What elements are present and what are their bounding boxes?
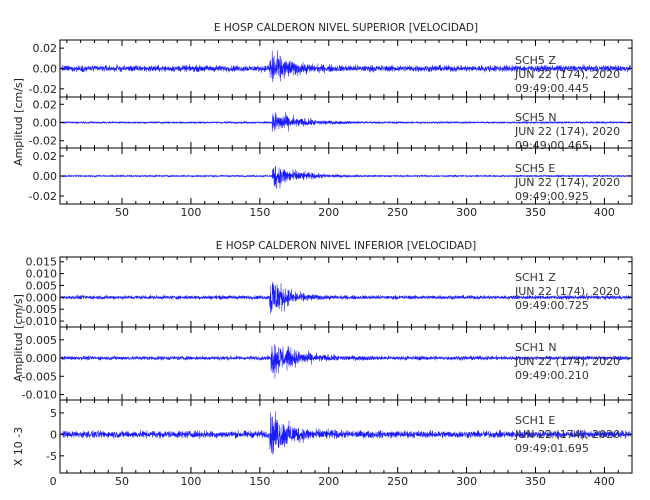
x-tick-label: 250 <box>387 475 408 488</box>
y-tick-label: -5 <box>46 450 57 463</box>
waveform-line <box>61 343 631 379</box>
x-tick-label: 50 <box>115 475 129 488</box>
record-date-label: JUN 22 (174), 2020 <box>514 355 620 368</box>
record-time-label: 09:49:01.695 <box>515 442 589 455</box>
x-tick-label: 300 <box>456 475 477 488</box>
x-tick-label: 150 <box>249 475 270 488</box>
x-tick-label: 100 <box>180 206 201 219</box>
record-time-label: 09:49:00.465 <box>515 139 589 152</box>
station-component-label: SCH5 Z <box>515 54 556 67</box>
trace-frame <box>59 399 633 474</box>
x-tick-label: 400 <box>594 475 615 488</box>
record-date-label: JUN 22 (174), 2020 <box>514 125 620 138</box>
x-tick-label: 0 <box>50 475 57 488</box>
station-component-label: SCH1 N <box>515 341 557 354</box>
x-tick-label: 400 <box>594 206 615 219</box>
station-component-label: SCH5 E <box>515 162 555 175</box>
record-date-label: JUN 22 (174), 2020 <box>514 176 620 189</box>
record-time-label: 09:49:00.210 <box>515 369 589 382</box>
x-tick-label: 200 <box>318 475 339 488</box>
y-tick-label: -0.010 <box>22 389 57 402</box>
waveform-line <box>61 165 631 190</box>
panel-title: E HOSP CALDERON NIVEL INFERIOR [VELOCIDA… <box>216 240 477 252</box>
y-tick-label: -0.02 <box>29 83 57 96</box>
y-tick-label: 5 <box>50 407 57 420</box>
record-date-label: JUN 22 (174), 2020 <box>514 285 620 298</box>
y-tick-label: -0.005 <box>22 303 57 316</box>
y-tick-label: 0.00 <box>33 170 58 183</box>
x-tick-label: 100 <box>180 475 201 488</box>
y-tick-label: 0.005 <box>26 334 58 347</box>
x-tick-label: 200 <box>318 206 339 219</box>
y-tick-label: 0.00 <box>33 117 58 130</box>
waveform-line <box>61 411 631 455</box>
record-time-label: 09:49:00.725 <box>515 299 589 312</box>
station-component-label: SCH1 Z <box>515 271 556 284</box>
y-tick-label: 0 <box>50 428 57 441</box>
y-unit-label: X 10 -3 <box>12 427 25 467</box>
station-component-label: SCH5 N <box>515 111 557 124</box>
y-tick-label: 0.00 <box>33 63 58 76</box>
y-tick-label: -0.010 <box>22 315 57 328</box>
y-tick-label: 0.02 <box>33 98 58 111</box>
y-axis-label: Amplitud [cm/s] <box>12 294 25 382</box>
panel-superior: E HOSP CALDERON NIVEL SUPERIOR [VELOCIDA… <box>12 22 633 219</box>
record-date-label: JUN 22 (174), 2020 <box>514 428 620 441</box>
record-date-label: JUN 22 (174), 2020 <box>514 68 620 81</box>
y-tick-label: -0.02 <box>29 135 57 148</box>
station-component-label: SCH1 E <box>515 414 555 427</box>
y-tick-label: -0.02 <box>29 190 57 203</box>
y-tick-label: 0.02 <box>33 42 58 55</box>
panel-title: E HOSP CALDERON NIVEL SUPERIOR [VELOCIDA… <box>214 22 478 34</box>
y-tick-label: -0.005 <box>22 370 57 383</box>
x-tick-label: 50 <box>115 206 129 219</box>
x-tick-label: 350 <box>525 206 546 219</box>
x-tick-label: 250 <box>387 206 408 219</box>
record-time-label: 09:49:00.445 <box>515 82 589 95</box>
panel-inferior: E HOSP CALDERON NIVEL INFERIOR [VELOCIDA… <box>12 240 633 488</box>
y-tick-label: 0.015 <box>26 256 58 269</box>
waveform-line <box>61 112 631 132</box>
y-tick-label: 0.000 <box>26 352 58 365</box>
y-axis-label: Amplitud [cm/s] <box>12 78 25 166</box>
x-tick-label: 300 <box>456 206 477 219</box>
y-tick-label: 0.005 <box>26 279 58 292</box>
waveform-line <box>61 281 631 314</box>
waveform-line <box>61 49 631 83</box>
x-tick-label: 350 <box>525 475 546 488</box>
y-tick-label: 0.010 <box>26 268 58 281</box>
record-time-label: 09:49:00.925 <box>515 190 589 203</box>
y-tick-label: 0.02 <box>33 150 58 163</box>
y-tick-label: 0.000 <box>26 291 58 304</box>
x-tick-label: 150 <box>249 206 270 219</box>
